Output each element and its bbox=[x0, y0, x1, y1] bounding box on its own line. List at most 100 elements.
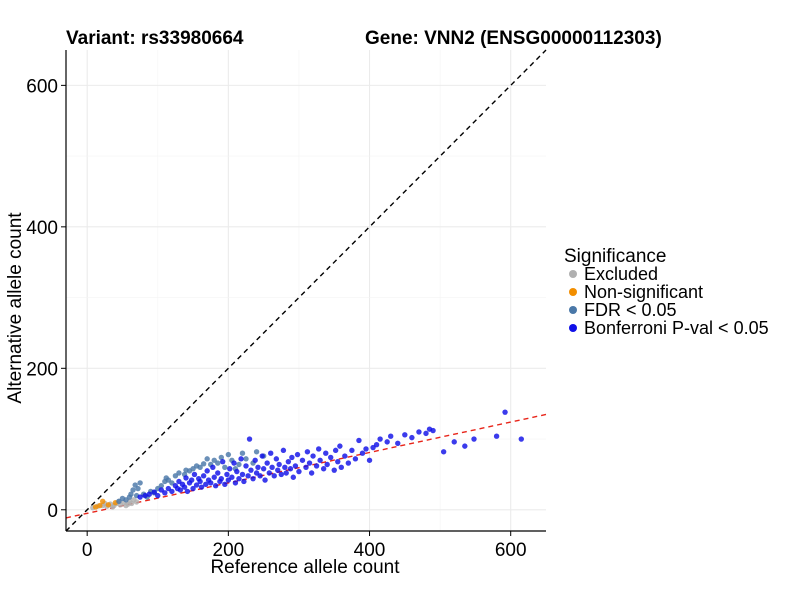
point-bonferroni-p-val-0-05 bbox=[212, 483, 219, 489]
point-bonferroni-p-val-0-05 bbox=[224, 471, 230, 478]
point-bonferroni-p-val-0-05 bbox=[287, 466, 294, 472]
point-bonferroni-p-val-0-05 bbox=[183, 475, 189, 481]
point-bonferroni-p-val-0-05 bbox=[493, 433, 500, 439]
legend-label: Bonferroni P-val < 0.05 bbox=[584, 318, 769, 338]
point-bonferroni-p-val-0-05 bbox=[162, 490, 168, 496]
point-bonferroni-p-val-0-05 bbox=[278, 471, 284, 478]
point-bonferroni-p-val-0-05 bbox=[245, 473, 251, 479]
point-fdr-0-05 bbox=[130, 487, 136, 493]
point-excluded bbox=[109, 504, 116, 510]
point-bonferroni-p-val-0-05 bbox=[208, 480, 214, 486]
point-fdr-0-05 bbox=[176, 470, 182, 476]
point-bonferroni-p-val-0-05 bbox=[146, 491, 152, 497]
point-bonferroni-p-val-0-05 bbox=[304, 449, 311, 455]
point-bonferroni-p-val-0-05 bbox=[276, 461, 282, 468]
point-bonferroni-p-val-0-05 bbox=[262, 477, 268, 483]
point-bonferroni-p-val-0-05 bbox=[215, 470, 221, 476]
point-bonferroni-p-val-0-05 bbox=[184, 488, 191, 495]
point-bonferroni-p-val-0-05 bbox=[269, 464, 275, 471]
chart-subtitle: Gene: VNN2 (ENSG00000112303) bbox=[365, 28, 662, 49]
point-excluded bbox=[125, 501, 131, 507]
point-bonferroni-p-val-0-05 bbox=[236, 475, 242, 482]
point-bonferroni-p-val-0-05 bbox=[299, 457, 306, 463]
point-fdr-0-05 bbox=[215, 460, 221, 466]
point-bonferroni-p-val-0-05 bbox=[290, 474, 296, 480]
legend: Significance ExcludedNon-significantFDR … bbox=[564, 246, 769, 338]
point-bonferroni-p-val-0-05 bbox=[239, 471, 246, 478]
point-bonferroni-p-val-0-05 bbox=[238, 456, 244, 462]
point-bonferroni-p-val-0-05 bbox=[271, 473, 277, 479]
point-bonferroni-p-val-0-05 bbox=[440, 449, 447, 455]
point-bonferroni-p-val-0-05 bbox=[259, 453, 265, 459]
point-bonferroni-p-val-0-05 bbox=[313, 463, 320, 469]
point-bonferroni-p-val-0-05 bbox=[218, 475, 224, 482]
y-tick-label: 400 bbox=[26, 218, 58, 239]
point-bonferroni-p-val-0-05 bbox=[308, 470, 315, 476]
y-axis-title: Alternative allele count bbox=[5, 212, 26, 404]
point-excluded bbox=[133, 499, 140, 505]
point-bonferroni-p-val-0-05 bbox=[349, 447, 355, 454]
x-axis-title: Reference allele count bbox=[210, 557, 400, 578]
point-bonferroni-p-val-0-05 bbox=[203, 481, 209, 488]
point-bonferroni-p-val-0-05 bbox=[310, 453, 316, 459]
point-bonferroni-p-val-0-05 bbox=[198, 484, 205, 490]
point-bonferroni-p-val-0-05 bbox=[197, 478, 203, 485]
point-bonferroni-p-val-0-05 bbox=[416, 429, 422, 435]
point-bonferroni-p-val-0-05 bbox=[155, 492, 161, 499]
point-bonferroni-p-val-0-05 bbox=[352, 456, 359, 462]
point-bonferroni-p-val-0-05 bbox=[181, 484, 188, 490]
point-fdr-0-05 bbox=[137, 480, 143, 486]
point-bonferroni-p-val-0-05 bbox=[342, 453, 348, 459]
point-fdr-0-05 bbox=[158, 483, 164, 489]
x-tick-label: 400 bbox=[354, 540, 386, 561]
point-bonferroni-p-val-0-05 bbox=[451, 439, 457, 445]
legend-label: Non-significant bbox=[584, 282, 703, 302]
legend-key bbox=[569, 270, 577, 278]
point-bonferroni-p-val-0-05 bbox=[169, 488, 175, 495]
reference-lines bbox=[65, 49, 547, 532]
point-non-significant bbox=[100, 498, 106, 504]
point-bonferroni-p-val-0-05 bbox=[338, 464, 344, 471]
legend-label: Excluded bbox=[584, 264, 658, 284]
point-bonferroni-p-val-0-05 bbox=[289, 454, 295, 461]
point-bonferroni-p-val-0-05 bbox=[243, 463, 249, 469]
point-bonferroni-p-val-0-05 bbox=[137, 494, 143, 500]
point-bonferroni-p-val-0-05 bbox=[229, 474, 235, 480]
point-bonferroni-p-val-0-05 bbox=[264, 460, 270, 466]
point-bonferroni-p-val-0-05 bbox=[260, 466, 267, 472]
point-bonferroni-p-val-0-05 bbox=[282, 464, 288, 471]
point-bonferroni-p-val-0-05 bbox=[252, 457, 258, 463]
point-bonferroni-p-val-0-05 bbox=[409, 434, 415, 441]
point-bonferroni-p-val-0-05 bbox=[190, 485, 196, 492]
x-tick-label: 600 bbox=[495, 540, 527, 561]
y-axis-ticks: 0 200 400 600 bbox=[26, 76, 66, 522]
point-non-significant bbox=[92, 504, 99, 510]
point-bonferroni-p-val-0-05 bbox=[280, 447, 287, 454]
point-bonferroni-p-val-0-05 bbox=[294, 451, 301, 458]
point-bonferroni-p-val-0-05 bbox=[331, 467, 337, 473]
point-bonferroni-p-val-0-05 bbox=[423, 430, 429, 437]
point-fdr-0-05 bbox=[243, 456, 249, 462]
legend-title: Significance bbox=[564, 246, 666, 267]
point-fdr-0-05 bbox=[253, 449, 260, 455]
y-tick-label: 600 bbox=[26, 76, 58, 97]
point-non-significant bbox=[105, 502, 112, 508]
point-bonferroni-p-val-0-05 bbox=[292, 463, 299, 469]
point-bonferroni-p-val-0-05 bbox=[222, 481, 228, 488]
point-bonferroni-p-val-0-05 bbox=[377, 436, 383, 442]
x-axis-ticks: 0 200 400 600 bbox=[82, 531, 527, 561]
point-bonferroni-p-val-0-05 bbox=[231, 460, 237, 466]
point-bonferroni-p-val-0-05 bbox=[388, 433, 394, 439]
point-bonferroni-p-val-0-05 bbox=[373, 442, 380, 448]
point-bonferroni-p-val-0-05 bbox=[337, 443, 343, 449]
point-bonferroni-p-val-0-05 bbox=[335, 458, 341, 465]
point-bonferroni-p-val-0-05 bbox=[283, 470, 289, 476]
point-bonferroni-p-val-0-05 bbox=[142, 492, 148, 499]
point-bonferroni-p-val-0-05 bbox=[384, 439, 390, 445]
y-tick-label: 0 bbox=[47, 501, 58, 522]
data-points bbox=[90, 409, 524, 511]
point-fdr-0-05 bbox=[239, 450, 246, 456]
point-bonferroni-p-val-0-05 bbox=[275, 467, 281, 473]
point-bonferroni-p-val-0-05 bbox=[177, 487, 184, 493]
point-bonferroni-p-val-0-05 bbox=[255, 464, 261, 471]
